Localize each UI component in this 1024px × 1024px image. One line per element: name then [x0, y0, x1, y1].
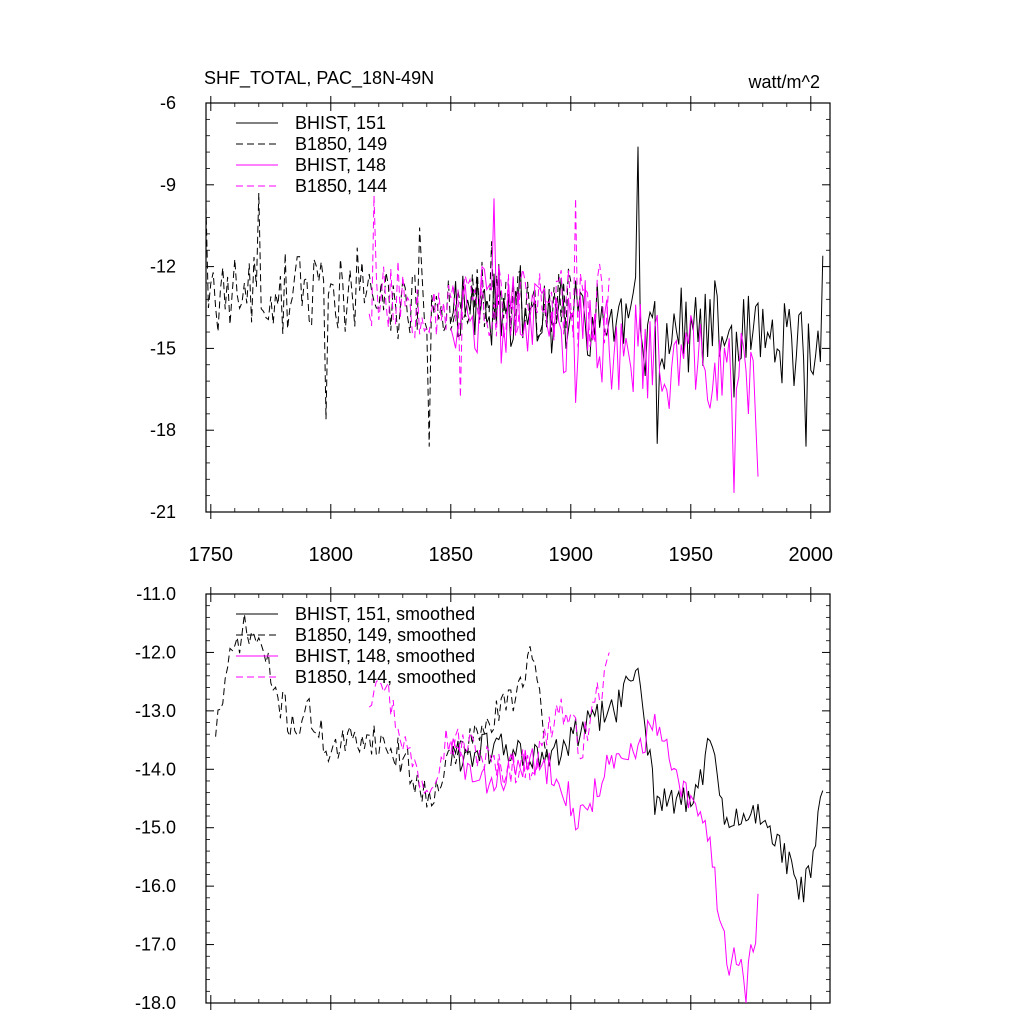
x-tick-label-top: 1750 [189, 544, 234, 566]
y-tick-label-bottom: -18.0 [135, 993, 176, 1013]
legend-label-bottom: B1850, 144, smoothed [295, 667, 476, 687]
plot-frame-bottom [205, 593, 831, 1004]
y-tick-label-top: -15 [150, 338, 176, 358]
legend-label-top: B1850, 149 [295, 134, 387, 154]
y-tick-label-bottom: -11.0 [136, 584, 176, 604]
x-tick-label-top: 1900 [549, 544, 594, 566]
legend-label-bottom: BHIST, 151, smoothed [295, 604, 475, 624]
series-line-bottom-1 [215, 614, 548, 808]
series-line-top-1 [205, 192, 572, 447]
units-label: watt/m^2 [748, 72, 820, 92]
y-tick-label-bottom: -15.0 [135, 818, 176, 838]
series-line-bottom-2 [450, 713, 759, 1004]
x-tick-label-top: 1850 [429, 544, 474, 566]
bottom-panel: -11.0 -12.0 -13.0 -14.0 -15.0 -16.0 -17.0 -18.0… [135, 584, 831, 1013]
y-tick-label-bottom: -17.0 [135, 935, 176, 955]
series-line-bottom-0 [450, 667, 824, 903]
series-line-top-2 [450, 198, 759, 493]
y-tick-label-bottom: -12.0 [135, 642, 176, 662]
legend-label-top: B1850, 144 [295, 176, 387, 196]
x-tick-label-top: 2000 [789, 544, 834, 566]
x-tick-label-top: 1950 [669, 544, 714, 566]
chart-title: SHF_TOTAL, PAC_18N-49N [204, 68, 434, 89]
series-line-top-0 [450, 146, 824, 447]
legend-label-bottom: B1850, 149, smoothed [295, 625, 476, 645]
y-tick-label-bottom: -13.0 [135, 701, 176, 721]
legend-label-bottom: BHIST, 148, smoothed [295, 646, 475, 666]
plot-frame-top [205, 102, 831, 513]
legend-label-top: BHIST, 151 [295, 113, 386, 133]
y-tick-label-top: -12 [150, 257, 176, 277]
x-tick-label-top: 1800 [309, 544, 354, 566]
series-line-top-3 [368, 195, 610, 398]
top-panel: -6 -9 -12 -15 -18 -21 1750 1800 1850 1900 1950 2000… [150, 68, 833, 566]
series-line-bottom-3 [368, 652, 610, 796]
y-tick-label-top: -21 [150, 502, 176, 522]
y-tick-label-bottom: -16.0 [135, 876, 176, 896]
y-tick-label-top: -9 [160, 175, 176, 195]
y-tick-label-top: -6 [160, 93, 176, 113]
y-tick-label-top: -18 [150, 420, 176, 440]
legend-label-top: BHIST, 148 [295, 155, 386, 175]
y-tick-label-bottom: -14.0 [135, 759, 176, 779]
